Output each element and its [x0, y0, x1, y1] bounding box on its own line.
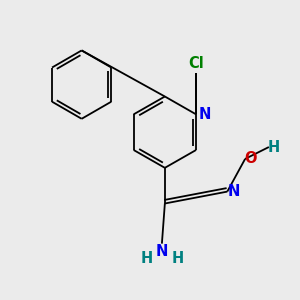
- Text: N: N: [156, 244, 168, 259]
- Text: N: N: [198, 107, 211, 122]
- Text: H: H: [140, 251, 153, 266]
- Text: N: N: [228, 184, 240, 199]
- Text: O: O: [244, 152, 257, 166]
- Text: H: H: [268, 140, 280, 154]
- Text: H: H: [171, 251, 184, 266]
- Text: Cl: Cl: [188, 56, 204, 71]
